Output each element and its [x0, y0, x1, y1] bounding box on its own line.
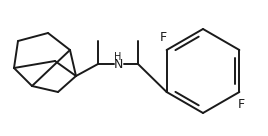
Text: F: F [160, 31, 167, 44]
Text: F: F [238, 98, 245, 111]
Text: N: N [113, 58, 123, 70]
Text: H: H [114, 52, 122, 62]
